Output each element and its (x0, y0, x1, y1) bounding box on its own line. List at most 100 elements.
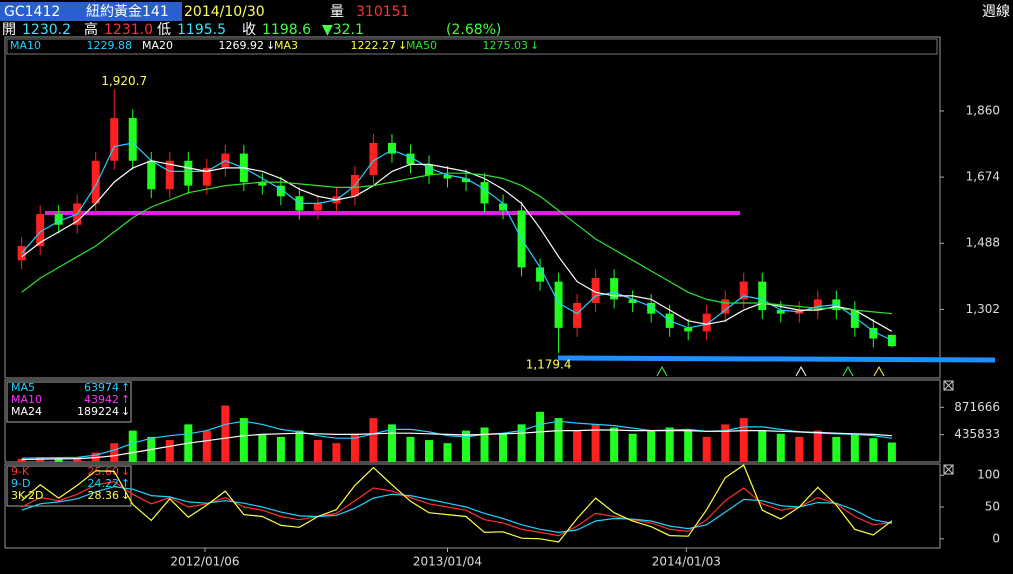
y-tick-label: 1,488 (966, 236, 1000, 250)
volume-bar (369, 418, 378, 462)
legend-name: MA5 (11, 381, 35, 394)
legend-value: 24.22 (88, 477, 120, 490)
date: 2014/10/30 (184, 4, 265, 20)
close: 1198.6 (262, 22, 311, 38)
series-line (21, 142, 893, 341)
legend-value: 1229.88 (87, 39, 133, 52)
code-highlight (0, 2, 182, 21)
open: 1230.2 (22, 22, 71, 38)
price-panel (4, 36, 941, 379)
candle-body (110, 118, 119, 161)
series-line (21, 464, 893, 543)
series-line (21, 420, 892, 459)
close-box[interactable] (943, 464, 954, 475)
legend-name: MA24 (11, 405, 42, 418)
series-line (21, 480, 892, 537)
volume-bar (591, 424, 600, 462)
candle-body (17, 246, 26, 261)
candle-body (684, 327, 693, 332)
legend-trend: ↓ (121, 489, 130, 502)
kd-legend-box (6, 465, 132, 507)
candle-body (554, 281, 563, 328)
y-tick-label: 1,302 (966, 302, 1000, 316)
name: 紐約黃金141 (86, 4, 169, 20)
legend-name: MA3 (274, 39, 298, 52)
y-tick-label: 435833 (954, 427, 1000, 441)
volume-bar (462, 430, 471, 462)
legend-trend: ↑ (121, 477, 130, 490)
volume-bar (499, 433, 508, 462)
annotation: 1,920.7 (101, 74, 147, 88)
volume-bar (776, 433, 785, 462)
marker (842, 365, 854, 377)
volume-bar (554, 418, 563, 462)
candle-body (813, 299, 822, 311)
volume-bar (110, 443, 119, 462)
legend-trend: ↓ (121, 465, 130, 478)
volume-bar (165, 440, 174, 462)
candle-body (591, 278, 600, 303)
candle-body (276, 185, 285, 197)
close-box[interactable] (943, 380, 954, 391)
candle-body (369, 142, 378, 175)
legend-trend: ↓ (398, 39, 407, 52)
volume-bar (850, 433, 859, 462)
change: ▼32.1 (322, 22, 364, 38)
legend-name: MA50 (406, 39, 437, 52)
volume-legend-box (6, 381, 132, 423)
legend-name: 3K-2D (11, 489, 44, 502)
candle-body (36, 214, 45, 247)
legend-trend: ↓ (266, 39, 275, 52)
open-label: 開 (2, 22, 16, 38)
low: 1195.5 (177, 22, 226, 38)
candle-body (462, 178, 471, 183)
legend-name: 9-D (11, 477, 30, 490)
candle-body (850, 310, 859, 328)
candle-body (758, 281, 767, 311)
low-label: 低 (157, 22, 171, 38)
close-box-x (943, 380, 954, 391)
candle-body (887, 334, 896, 347)
legend-value: 28.36 (88, 489, 120, 502)
candle-body (869, 327, 878, 339)
volume-bar (350, 433, 359, 462)
volume-bar (313, 440, 322, 462)
candle-body (776, 310, 785, 314)
marker (656, 365, 668, 377)
marker (795, 365, 807, 377)
volume-bar (702, 436, 711, 462)
series-line (21, 160, 893, 332)
volume-bar (387, 424, 396, 462)
volume-label: 量 (330, 4, 344, 20)
period[interactable]: 週線 (982, 4, 1010, 20)
volume-bar (276, 436, 285, 462)
volume-bar (17, 458, 26, 462)
markers (656, 365, 885, 377)
legend-value: 189224 (77, 405, 119, 418)
candle-body (721, 299, 730, 314)
y-tick-label: 871666 (954, 400, 1000, 414)
volume-bar (424, 440, 433, 462)
legend-trend: ↑ (121, 393, 130, 406)
candle-body (424, 164, 433, 175)
candle-body (536, 267, 545, 282)
high: 1231.0 (104, 22, 153, 38)
volume-bar (443, 443, 452, 462)
volume-bar (202, 430, 211, 462)
volume-bar (610, 427, 619, 462)
series-line (21, 429, 892, 461)
legend-value: 43942 (84, 393, 119, 406)
series-line (21, 172, 892, 315)
x-tick-label: 2013/01/04 (413, 555, 482, 569)
volume-bar (406, 436, 415, 462)
candle-body (91, 160, 100, 204)
candle-body (313, 203, 322, 211)
volume-bar (813, 430, 822, 462)
kd-panel (4, 463, 941, 549)
candle-body (573, 302, 582, 328)
candle-body (165, 160, 174, 190)
volume-bar (295, 430, 304, 462)
volume-bar (54, 458, 63, 462)
